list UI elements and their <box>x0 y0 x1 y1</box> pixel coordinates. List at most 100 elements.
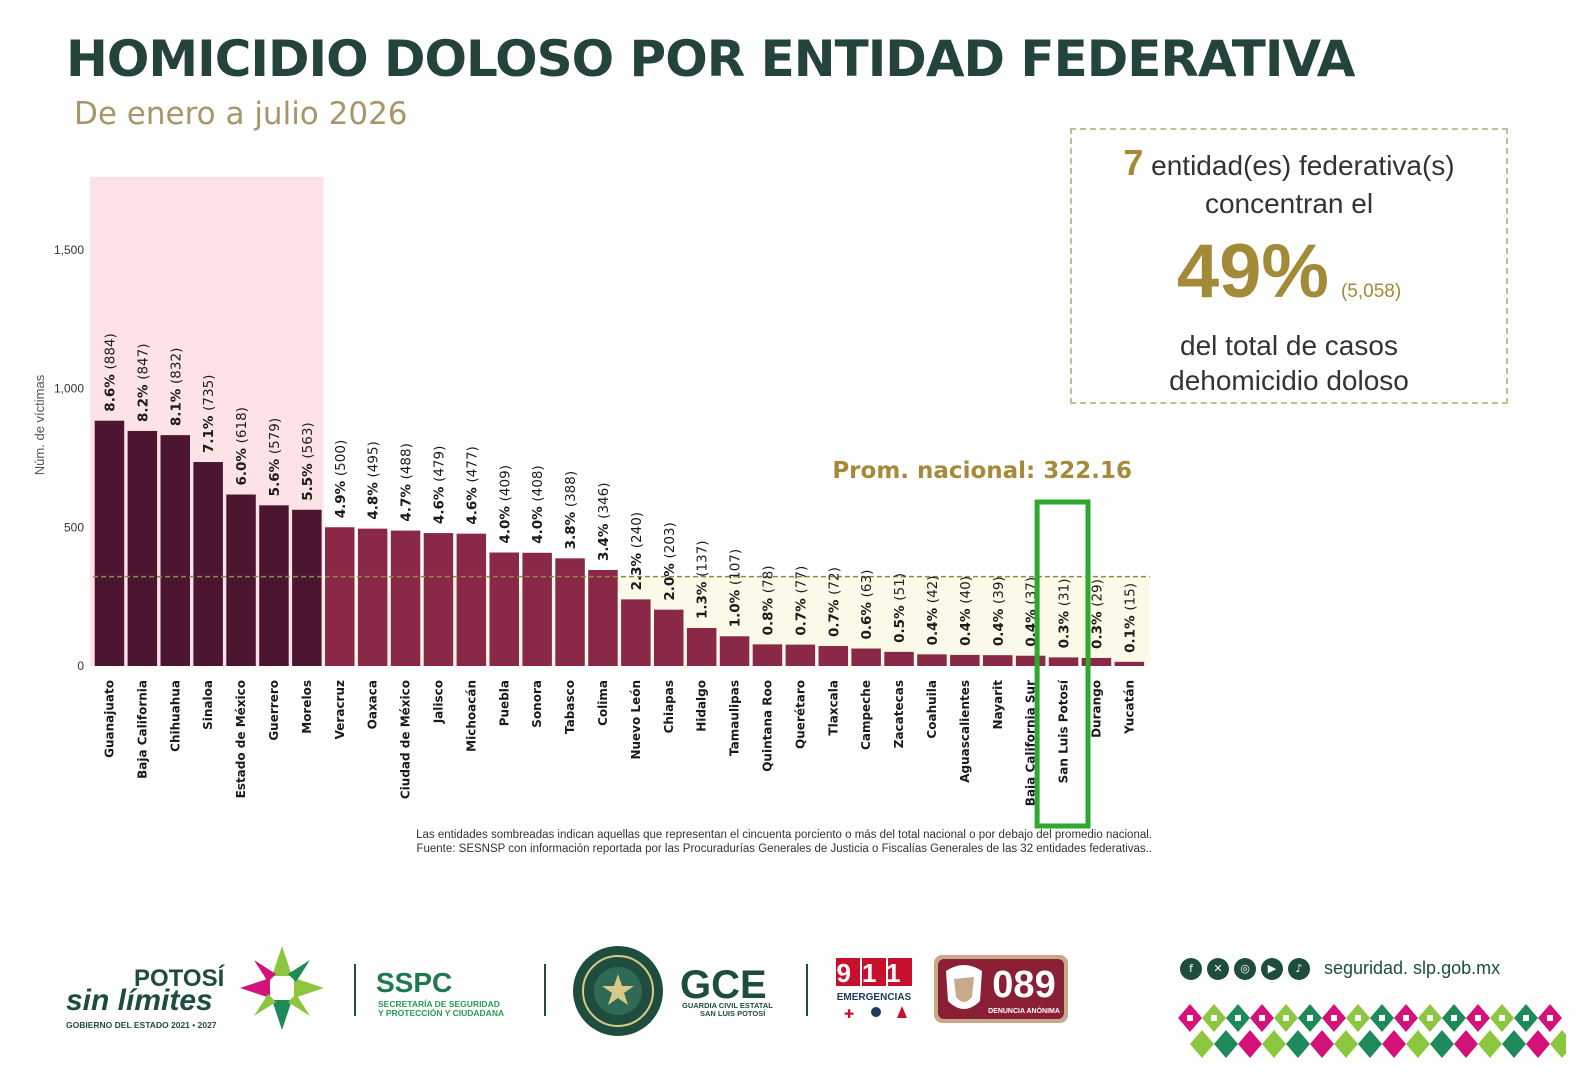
bar-8 <box>325 527 355 666</box>
star-emblem-icon <box>240 946 324 1030</box>
n089-label: DENUNCIA ANÓNIMA <box>988 1006 1060 1015</box>
bar-3 <box>160 435 190 666</box>
data-label-percent: 0.4% <box>991 604 1007 646</box>
data-label-percent: 0.7% <box>793 593 809 635</box>
website-link[interactable]: seguridad. slp.gob.mx <box>1324 958 1501 978</box>
x-tick-label: Quintana Roo <box>760 680 774 772</box>
data-label-count: (240) <box>629 512 645 548</box>
data-label-count: (563) <box>300 422 316 458</box>
data-label-percent: 0.1% <box>1122 611 1138 653</box>
data-label-percent: 7.1% <box>201 411 217 453</box>
data-label: 0.6% (63) <box>859 570 875 640</box>
instagram-icon[interactable]: ◎ <box>1234 958 1256 980</box>
gobierno-line: GOBIERNO DEL ESTADO 2021 • 2027 <box>66 1020 217 1030</box>
y-tick-label: 1,000 <box>54 382 84 396</box>
tiktok-icon[interactable]: ♪ <box>1288 958 1310 980</box>
bar-28 <box>983 655 1013 666</box>
denuncia-089-logo: 089 DENUNCIA ANÓNIMA <box>934 955 1068 1023</box>
data-label-percent: 4.0% <box>530 502 546 544</box>
bar-22 <box>785 644 816 666</box>
bar-17 <box>621 599 651 666</box>
bar-27 <box>950 654 980 666</box>
data-label: 0.4% (39) <box>991 576 1007 646</box>
data-label-count: (500) <box>333 440 349 476</box>
gce-line1: GUARDIA CIVIL ESTATAL <box>682 1001 773 1010</box>
bar-24 <box>851 648 881 666</box>
data-label-percent: 8.1% <box>168 384 184 426</box>
data-label: 0.3% (31) <box>1057 579 1073 649</box>
pattern-diamond <box>1550 1030 1566 1058</box>
data-label-percent: 4.7% <box>399 479 415 521</box>
data-label-count: (77) <box>793 566 809 594</box>
bar-1 <box>94 420 125 666</box>
x-tick-label: Tamaulipas <box>728 680 742 756</box>
data-label-percent: 4.9% <box>333 476 349 518</box>
data-label: 0.7% (77) <box>793 566 809 636</box>
x-tick-label: Colima <box>596 680 610 726</box>
x-tick-label: Querétaro <box>793 680 807 749</box>
data-label-percent: 0.7% <box>826 595 842 637</box>
data-label-percent: 8.6% <box>102 370 118 412</box>
pattern-diamond <box>1334 1030 1358 1058</box>
x-tick-label: Nayarit <box>991 680 1005 730</box>
data-label-count: (495) <box>366 441 382 477</box>
data-label-count: (31) <box>1057 579 1073 607</box>
data-label-count: (618) <box>234 407 250 443</box>
footer-divider <box>544 964 546 1016</box>
bar-30 <box>1048 657 1079 666</box>
pattern-diamond <box>1406 1030 1430 1058</box>
potosi-word: POTOSÍ <box>134 964 226 992</box>
footer-divider <box>354 964 356 1016</box>
data-label: 0.8% (78) <box>760 565 776 635</box>
data-label-percent: 1.0% <box>728 585 744 627</box>
bar-10 <box>390 530 421 666</box>
data-label: 8.6% (884) <box>102 333 118 411</box>
pattern-diamond <box>1430 1030 1454 1058</box>
data-label-count: (884) <box>102 333 118 369</box>
x-tick-label: Guanajuato <box>102 680 116 758</box>
data-label-count: (735) <box>201 375 217 411</box>
bar-5 <box>226 494 256 666</box>
data-label: 4.0% (408) <box>530 465 546 543</box>
page-subtitle: De enero a julio 2026 <box>74 96 408 132</box>
bar-26 <box>917 654 947 666</box>
data-label: 4.6% (479) <box>431 446 447 524</box>
facebook-icon[interactable]: f <box>1180 958 1202 980</box>
pattern-dot <box>1187 1015 1193 1021</box>
pattern-diamond <box>1382 1030 1406 1058</box>
gce-title: GCE <box>680 963 767 1007</box>
star-icon <box>602 974 634 1005</box>
data-label-percent: 2.0% <box>662 559 678 601</box>
pattern-dot <box>1355 1015 1361 1021</box>
footnote-shading: Las entidades sombreadas indican aquella… <box>416 829 1152 841</box>
x-tick-label: Baja California Sur <box>1024 680 1038 806</box>
gce-logo: GCE GUARDIA CIVIL ESTATAL SAN LUIS POTOS… <box>680 963 773 1018</box>
pattern-dot <box>1403 1015 1409 1021</box>
data-label: 4.7% (488) <box>399 443 415 521</box>
data-label-percent: 0.5% <box>892 601 908 643</box>
bar-21 <box>752 644 783 666</box>
bar-23 <box>818 646 848 666</box>
data-label-count: (63) <box>859 570 875 598</box>
pattern-diamond <box>1454 1030 1478 1058</box>
bar-31 <box>1081 657 1112 666</box>
x-tick-label: Morelos <box>300 680 314 734</box>
x-tick-label: Tabasco <box>563 680 577 734</box>
footer-divider <box>806 964 808 1016</box>
decorative-pattern <box>1178 1004 1566 1058</box>
x-icon[interactable]: ✕ <box>1207 958 1229 980</box>
callout-line2: concentran el <box>1204 188 1374 219</box>
sspc-title: SSPC <box>376 967 452 998</box>
callout-percent: 49% <box>1176 229 1329 314</box>
x-tick-label: Hidalgo <box>695 680 709 732</box>
youtube-icon[interactable]: ▶ <box>1261 958 1283 980</box>
data-label: 5.5% (563) <box>300 422 316 500</box>
bar-13 <box>489 552 519 666</box>
data-label: 4.9% (500) <box>333 440 349 518</box>
callout-count: 7 <box>1123 142 1144 183</box>
pattern-dot <box>1235 1015 1241 1021</box>
x-tick-label: Coahuila <box>925 680 939 739</box>
x-tick-label: Tlaxcala <box>826 680 840 736</box>
pattern-diamond <box>1286 1030 1310 1058</box>
x-tick-label: San Luis Potosí <box>1057 679 1071 783</box>
